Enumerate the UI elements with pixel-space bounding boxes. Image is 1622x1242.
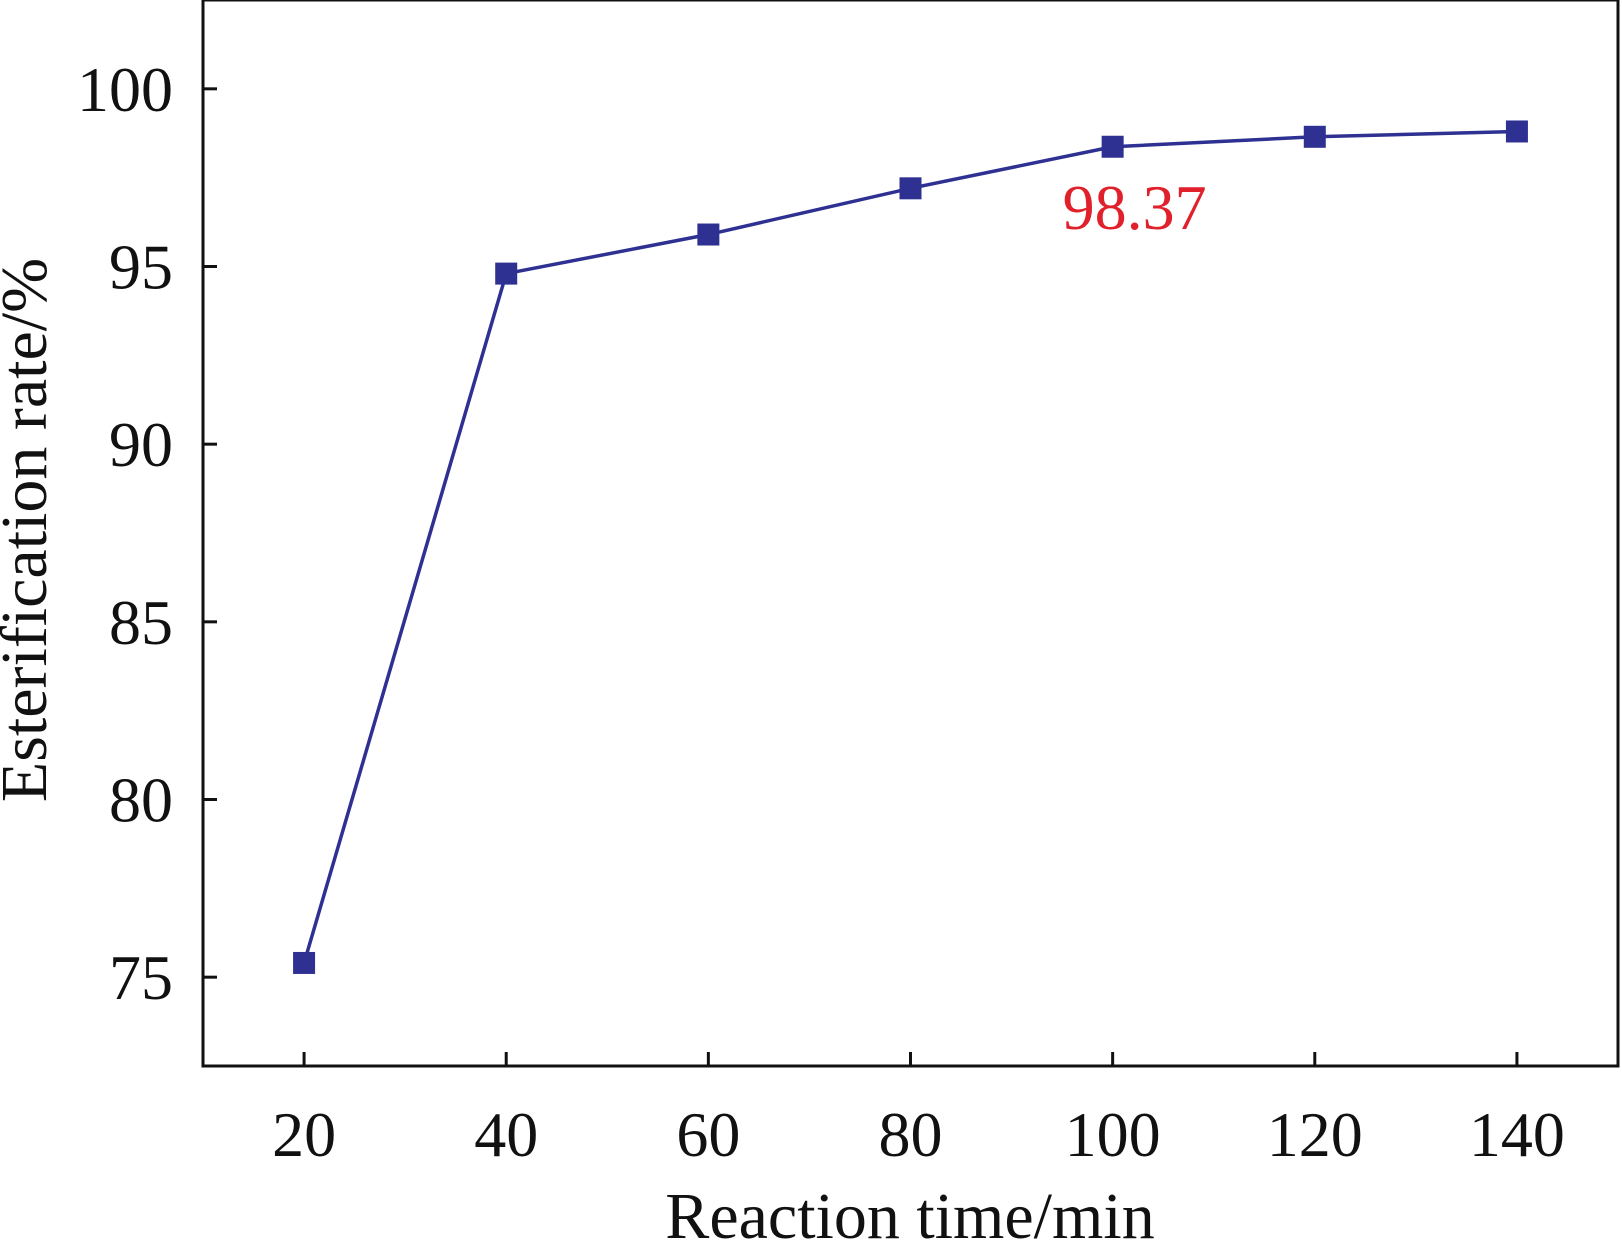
annotation-layer: 98.37 bbox=[1063, 172, 1207, 243]
data-label: 98.37 bbox=[1063, 172, 1207, 243]
x-tick-label: 100 bbox=[1065, 1099, 1161, 1170]
data-point-marker bbox=[293, 951, 316, 974]
x-tick-label: 60 bbox=[676, 1099, 740, 1170]
y-tick-label: 95 bbox=[109, 232, 173, 303]
y-tick-label: 90 bbox=[109, 409, 173, 480]
x-tick-label: 20 bbox=[272, 1099, 336, 1170]
data-point-marker bbox=[697, 223, 720, 246]
y-axis-title: Esterification rate/% bbox=[0, 258, 61, 802]
data-point-marker bbox=[1303, 125, 1326, 148]
y-tick-label: 100 bbox=[77, 54, 173, 125]
data-point-marker bbox=[495, 262, 518, 285]
data-point-marker bbox=[1101, 135, 1124, 158]
x-axis-title: Reaction time/min bbox=[665, 1180, 1154, 1242]
x-axis-ticks: 20 40 60 80 100 120 140 bbox=[272, 1052, 1565, 1170]
y-tick-label: 85 bbox=[109, 587, 173, 658]
x-tick-label: 140 bbox=[1469, 1099, 1565, 1170]
data-point-marker bbox=[1505, 120, 1528, 143]
y-axis-ticks: 75 80 85 90 95 100 bbox=[77, 54, 217, 1013]
series-layer bbox=[293, 120, 1528, 974]
x-tick-label: 40 bbox=[474, 1099, 538, 1170]
x-tick-label: 80 bbox=[879, 1099, 943, 1170]
plot-frame bbox=[201, 0, 1620, 1068]
data-point-marker bbox=[899, 177, 922, 200]
y-tick-label: 80 bbox=[109, 765, 173, 836]
x-tick-label: 120 bbox=[1267, 1099, 1363, 1170]
series-line bbox=[302, 129, 1517, 964]
y-tick-label: 75 bbox=[109, 942, 173, 1013]
